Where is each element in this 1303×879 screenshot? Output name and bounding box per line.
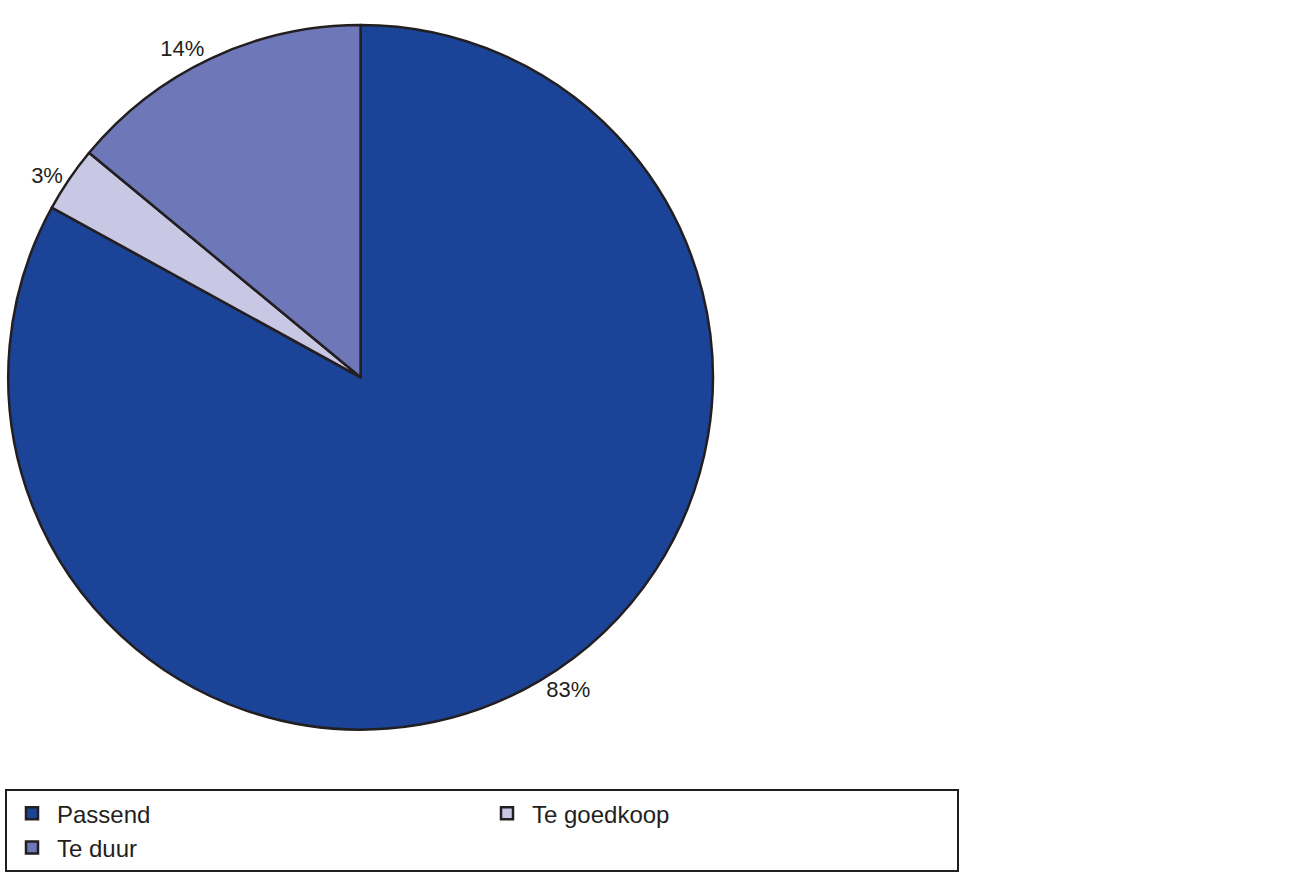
svg-text:14%: 14% (160, 36, 204, 61)
svg-text:Passend: Passend (57, 801, 150, 828)
svg-text:Te duur: Te duur (57, 835, 137, 862)
svg-text:83%: 83% (546, 677, 590, 702)
svg-text:3%: 3% (31, 163, 63, 188)
svg-text:Te goedkoop: Te goedkoop (532, 801, 669, 828)
